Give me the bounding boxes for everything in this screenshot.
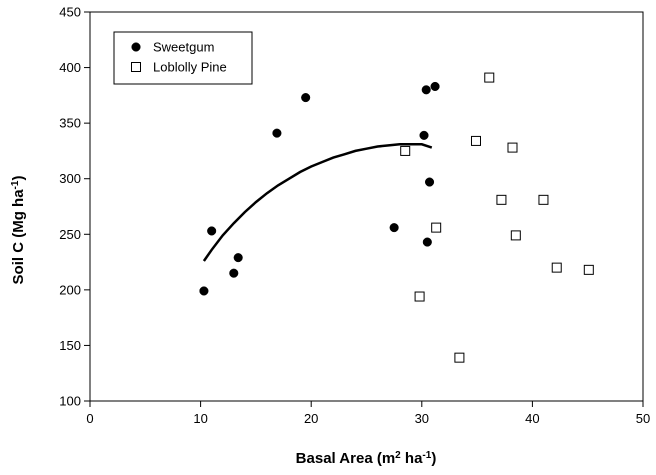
loblolly-pine-point — [414, 291, 425, 302]
loblolly-pine-point — [431, 222, 442, 233]
sweetgum-point — [199, 286, 209, 296]
y-tick-label: 450 — [59, 5, 81, 20]
x-tick-label: 0 — [86, 411, 93, 426]
loblolly-pine-point — [400, 145, 411, 156]
y-tick-label: 350 — [59, 116, 81, 131]
sweetgum-point — [424, 177, 435, 187]
sweetgum-point — [229, 268, 239, 278]
loblolly-pine-point — [538, 194, 549, 205]
sweetgum-point — [419, 130, 429, 140]
loblolly-pine-point — [470, 135, 481, 146]
fit-curve-layer — [202, 143, 433, 262]
y-tick-label: 200 — [59, 282, 81, 297]
sweetgum-point — [422, 237, 432, 247]
legend-marker-loblolly-pine — [131, 62, 141, 72]
sweetgum-point — [301, 93, 311, 103]
legend-marker-sweetgum — [131, 42, 141, 52]
sweetgum-point — [430, 81, 440, 92]
x-tick-label: 30 — [415, 411, 429, 426]
loblolly-pine-point — [496, 194, 507, 205]
loblolly-pine-point — [484, 72, 495, 83]
y-tick-label: 150 — [59, 338, 81, 353]
loblolly-pine-point — [507, 142, 518, 153]
y-tick-label: 400 — [59, 60, 81, 75]
loblolly-pine-point — [551, 262, 562, 273]
sweetgum-point — [207, 226, 217, 236]
sweetgum-point — [272, 128, 282, 138]
loblolly-pine-point — [454, 352, 465, 363]
axes — [89, 11, 644, 402]
points-layer — [199, 72, 594, 363]
legend-box — [113, 31, 253, 85]
y-tick-label: 250 — [59, 227, 81, 242]
y-axis-title: Soil C (Mg ha-1) — [10, 176, 28, 285]
y-tick-label: 300 — [59, 171, 81, 186]
x-tick-label: 20 — [304, 411, 318, 426]
sweetgum-point — [421, 85, 431, 95]
legend-label-sweetgum: Sweetgum — [153, 40, 214, 55]
x-axis-title: Basal Area (m2 ha-1) — [296, 450, 437, 468]
y-tick-label: 100 — [59, 394, 81, 409]
plot-frame — [89, 11, 644, 402]
legend-label-loblolly-pine: Loblolly Pine — [153, 60, 227, 75]
loblolly-pine-point — [583, 264, 594, 275]
x-tick-label: 10 — [193, 411, 207, 426]
sweetgum-point — [233, 253, 243, 263]
x-tick-label: 40 — [525, 411, 539, 426]
fit-curve — [202, 143, 433, 262]
legend: Sweetgum Loblolly Pine — [113, 31, 253, 85]
x-tick-label: 50 — [636, 411, 650, 426]
loblolly-pine-point — [510, 230, 521, 241]
sweetgum-point — [389, 223, 399, 233]
ticks: 0 10 20 30 40 50 100 150 200 250 300 350 400 450 — [59, 5, 650, 427]
